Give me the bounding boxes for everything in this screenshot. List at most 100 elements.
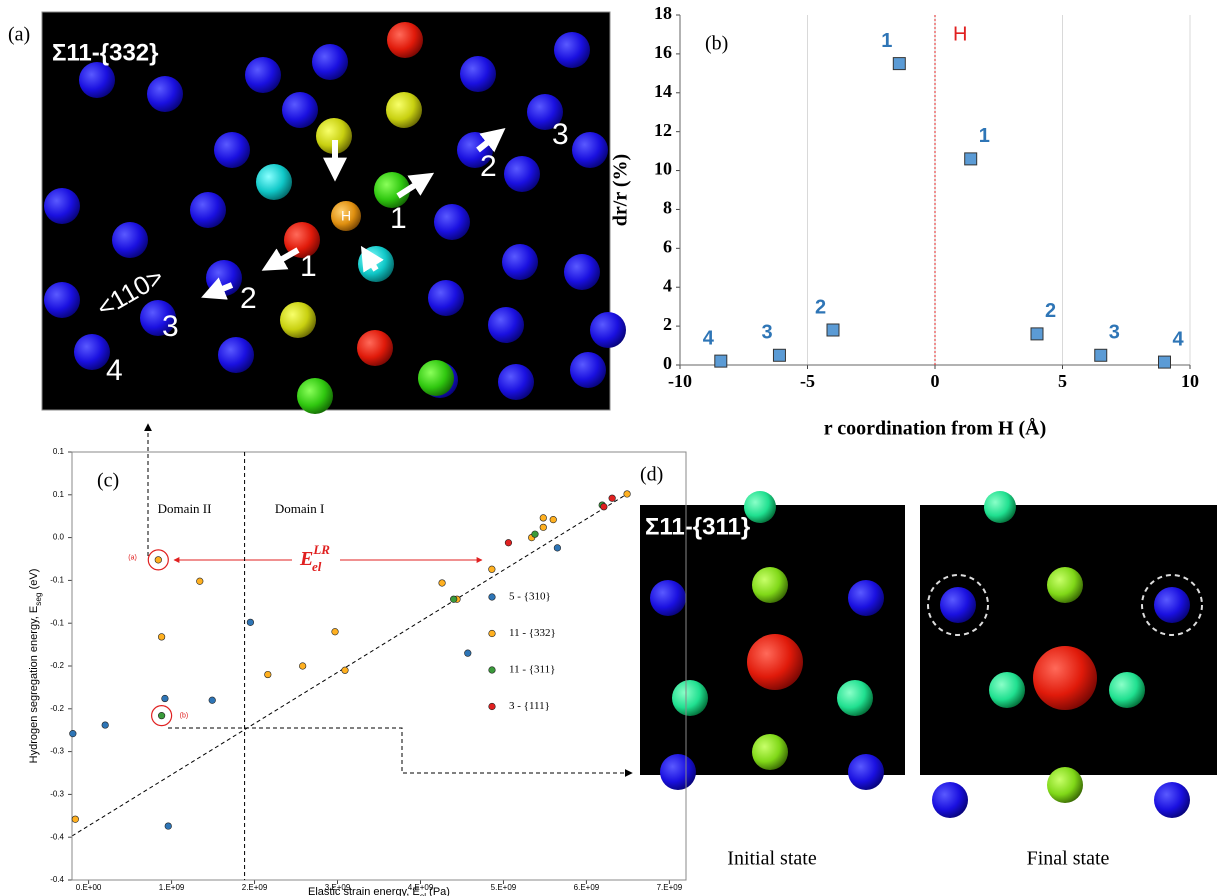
y-axis-title: dr/r (%)	[610, 154, 632, 226]
atom	[331, 201, 361, 231]
point-label: 4	[703, 327, 715, 349]
point	[488, 565, 496, 573]
point	[531, 530, 539, 538]
energy-base: E	[299, 548, 313, 570]
point	[1030, 327, 1044, 341]
point	[341, 666, 349, 674]
x-tick-label: 0	[931, 371, 940, 391]
legend-label: 5 - {310}	[509, 591, 551, 603]
point-label: 3	[761, 322, 772, 344]
point	[892, 57, 906, 71]
x-tick-label: 3.E+09	[325, 883, 351, 892]
atom	[374, 172, 410, 208]
legend-label: 11 - {311}	[509, 664, 555, 676]
x-tick-label: 1.E+09	[159, 883, 185, 892]
y-axis-title: Hydrogen segregation energy, Eseg (eV)	[28, 569, 43, 764]
y-tick-label: -0.4	[50, 875, 64, 884]
arrow	[396, 172, 435, 199]
atom-label: 2	[480, 150, 497, 183]
point	[69, 730, 77, 738]
point-label: 1	[881, 30, 892, 52]
x-tick-label: -5	[800, 371, 815, 391]
y-tick-label: 2	[663, 314, 672, 334]
atom	[434, 204, 470, 240]
atom	[848, 580, 884, 616]
atom-label: 1	[390, 202, 407, 235]
atom	[387, 22, 423, 58]
arrow	[476, 128, 506, 153]
point	[438, 579, 446, 587]
arrow	[261, 247, 300, 271]
x-tick-label: 0.E+00	[76, 883, 102, 892]
legend-label: 3 - {111}	[509, 700, 550, 712]
point	[101, 721, 109, 729]
point	[549, 516, 557, 524]
legend-label: 11 - {332}	[509, 627, 556, 639]
point	[196, 577, 204, 585]
displacement-arrows	[201, 128, 506, 300]
point-tag: (b)	[180, 712, 189, 719]
atom	[358, 246, 394, 282]
y-tick-label: 0	[663, 353, 672, 373]
atom-label: 1	[300, 250, 317, 283]
atom	[44, 282, 80, 318]
atom	[837, 680, 873, 716]
point	[246, 618, 254, 626]
point	[299, 662, 307, 670]
energy-sub: el	[312, 559, 322, 574]
atom-layer	[44, 22, 626, 414]
point	[623, 490, 631, 498]
point	[264, 670, 272, 679]
point	[161, 694, 169, 703]
atom	[428, 280, 464, 316]
atom	[554, 32, 590, 68]
panel-label: (b)	[705, 33, 728, 55]
point	[608, 494, 616, 502]
atom	[418, 360, 454, 396]
atom	[214, 132, 250, 168]
atom	[297, 378, 333, 414]
atom	[1154, 782, 1190, 818]
atom	[1047, 567, 1083, 603]
x-tick-label: 2.E+09	[242, 883, 268, 892]
atom	[744, 491, 776, 523]
atom	[284, 222, 320, 258]
legend-marker	[488, 666, 496, 674]
atom	[570, 352, 606, 388]
atom	[932, 782, 968, 818]
y-tick-label: -0.3	[50, 747, 64, 756]
link-arrow	[168, 727, 633, 777]
panel-label: (d)	[640, 464, 663, 486]
y-axis-title-part: seg	[34, 592, 43, 606]
atom	[488, 307, 524, 343]
y-tick-label: -0.3	[50, 790, 64, 799]
atom-layer	[650, 491, 1190, 818]
atom	[672, 680, 708, 716]
x-tick-label: 6.E+09	[574, 883, 600, 892]
legend-marker	[488, 593, 496, 601]
x-tick-label: 10	[1181, 371, 1199, 391]
legend-marker	[488, 702, 496, 711]
atom	[984, 491, 1016, 523]
point	[158, 633, 166, 641]
atom	[140, 300, 176, 336]
atom	[147, 76, 183, 112]
point	[964, 152, 978, 166]
atom	[256, 164, 292, 200]
caption: Final state	[1027, 848, 1110, 870]
atom	[498, 364, 534, 400]
atom	[502, 244, 538, 280]
caption: Initial state	[727, 848, 817, 870]
trend-line	[71, 493, 628, 837]
atom	[752, 734, 788, 770]
energy-sup: LR	[312, 542, 330, 557]
point	[71, 815, 79, 823]
atom	[357, 330, 393, 366]
point	[504, 539, 513, 547]
atom	[1033, 646, 1097, 710]
point	[208, 696, 216, 704]
highlight-circle	[1141, 574, 1203, 636]
y-tick-label: 10	[654, 159, 672, 179]
y-tick-label: 8	[663, 198, 672, 218]
